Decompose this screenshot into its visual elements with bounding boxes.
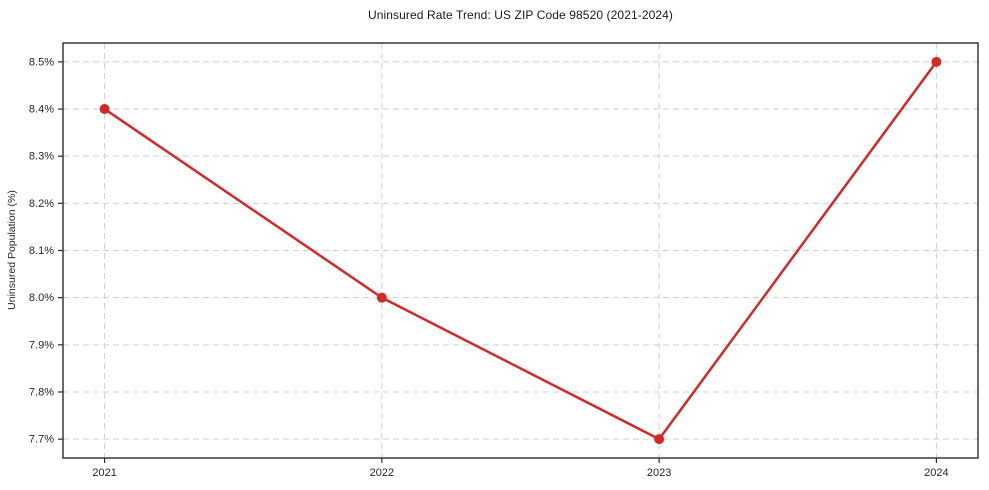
y-tick-label: 8.4% [29, 104, 54, 116]
x-tick-label: 2022 [370, 467, 394, 479]
y-tick-label: 8.3% [29, 151, 54, 163]
y-tick-label: 7.8% [29, 386, 54, 398]
y-tick-label: 8.5% [29, 56, 54, 68]
plot-border [62, 42, 979, 459]
x-tick-label: 2023 [647, 467, 671, 479]
x-tick-label: 2021 [92, 467, 116, 479]
y-tick-label: 7.7% [29, 434, 54, 446]
chart-title: Uninsured Rate Trend: US ZIP Code 98520 … [367, 8, 674, 22]
y-tick-label: 8.2% [29, 198, 54, 210]
trend-line [103, 60, 938, 441]
x-tick-label: 2024 [924, 467, 948, 479]
y-tick-label: 8.1% [29, 245, 54, 257]
data-point-marker [931, 56, 942, 67]
y-tick-label: 7.9% [29, 339, 54, 351]
plot-background [63, 43, 978, 458]
data-point-marker [654, 434, 665, 445]
y-tick-label: 8.0% [29, 292, 54, 304]
data-point-marker [376, 292, 387, 303]
y-axis-label: Uninsured Population (%) [6, 190, 18, 310]
data-point-marker [99, 104, 110, 115]
